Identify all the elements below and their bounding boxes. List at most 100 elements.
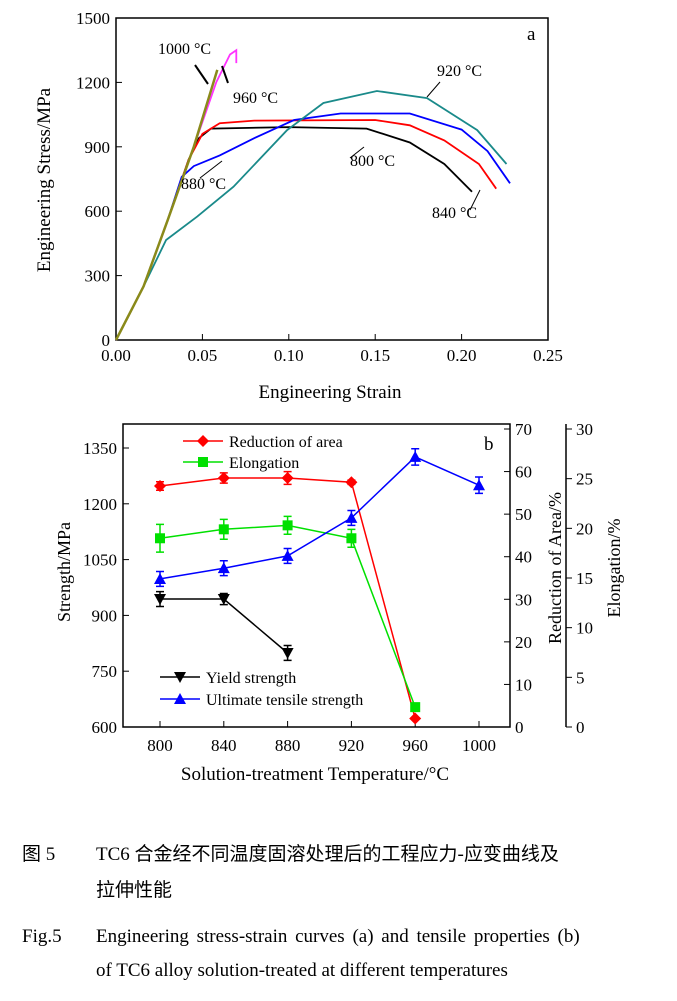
right1-tick-label: 70 xyxy=(515,420,532,439)
x-tick-label: 920 xyxy=(339,736,365,755)
legend-item: Yield strength xyxy=(160,670,296,687)
x-tick-label: 0.00 xyxy=(101,346,131,365)
curve-800c xyxy=(115,126,473,341)
right1-tick-label: 40 xyxy=(515,548,532,567)
marker-diamond xyxy=(345,476,358,489)
right2-tick-label: 25 xyxy=(576,470,593,489)
annotation-arrow xyxy=(349,146,365,159)
marker-triangle-down xyxy=(217,594,230,606)
annotation-arrow xyxy=(426,81,441,98)
marker-diamond xyxy=(197,435,209,447)
legend-label: Reduction of area xyxy=(229,434,343,451)
x-tick-label: 880 xyxy=(275,736,301,755)
panel-b-frame xyxy=(122,423,511,728)
marker-triangle-down xyxy=(174,672,186,683)
caption-cn-line1: TC6 合金经不同温度固溶处理后的工程应力-应变曲线及 xyxy=(96,844,559,865)
marker-square xyxy=(218,524,229,535)
y-tick-label: 750 xyxy=(92,662,118,681)
marker-square xyxy=(198,457,208,467)
annotation-arrow xyxy=(199,160,223,179)
y-axis-title-elongation: Elongation/% xyxy=(604,519,624,618)
marker-triangle-up xyxy=(473,479,485,491)
marker-triangle-up xyxy=(174,693,186,704)
x-tick-label: 0.15 xyxy=(360,346,390,365)
legend-item: Elongation xyxy=(183,455,299,472)
legend-label: Yield strength xyxy=(206,670,296,687)
panel-b: 800 840 880 920 960 1000600750900105012001350… xyxy=(54,420,624,785)
x-tick-label: 1000 xyxy=(462,736,496,755)
curve-920c xyxy=(115,90,508,341)
right2-tick-label: 15 xyxy=(576,569,593,588)
legend-label: Ultimate tensile strength xyxy=(206,692,363,709)
x-tick-label: 0.10 xyxy=(274,346,304,365)
curve-880c xyxy=(115,112,511,341)
marker-triangle-up xyxy=(217,562,230,574)
right1-tick-label: 10 xyxy=(515,675,532,694)
y-tick-label: 1200 xyxy=(76,73,110,92)
panel-a: 0.00 0.05 0.10 0.15 0.20 0.25 0 300 600 900 1200 15… xyxy=(34,9,563,403)
right1-tick-label: 50 xyxy=(515,505,532,524)
marker-square xyxy=(282,520,293,531)
right2-tick-label: 10 xyxy=(576,619,593,638)
y-tick-label: 600 xyxy=(85,202,111,221)
x-tick-label: 840 xyxy=(211,736,237,755)
curve-1000c xyxy=(114,69,219,341)
series-ultimate-tensile-strength xyxy=(154,447,485,588)
marker-square xyxy=(346,533,357,544)
marker-triangle-up xyxy=(345,511,358,523)
y-tick-label: 1050 xyxy=(83,551,117,570)
marker-triangle-down xyxy=(154,594,166,606)
marker-diamond xyxy=(154,480,166,493)
y-tick-label: 1500 xyxy=(76,9,110,28)
y-axis-title-reduction: Reduction of Area/% xyxy=(545,492,565,644)
marker-diamond xyxy=(281,471,294,484)
annotation-label: 1000 °C xyxy=(158,41,211,58)
x-axis-title: Engineering Strain xyxy=(259,382,402,403)
y-tick-label: 900 xyxy=(85,138,111,157)
y-tick-label: 1350 xyxy=(83,439,117,458)
caption-cn-line2: 拉伸性能 xyxy=(96,880,173,901)
series-yield-strength xyxy=(154,590,294,662)
marker-triangle-up xyxy=(409,450,422,462)
caption-en-line2: of TC6 alloy solution-treated at differe… xyxy=(96,960,508,981)
series-reduction-of-area xyxy=(154,470,422,725)
y-tick-label: 600 xyxy=(92,718,118,737)
marker-triangle-up xyxy=(154,572,166,584)
marker-triangle-up xyxy=(281,549,294,561)
x-tick-label: 0.20 xyxy=(447,346,477,365)
right2-tick-label: 20 xyxy=(576,519,593,538)
annotation-arrow xyxy=(194,64,209,85)
legend-item: Ultimate tensile strength xyxy=(160,692,363,709)
annotation-arrow xyxy=(221,65,229,84)
x-axis-title: Solution-treatment Temperature/°C xyxy=(181,764,449,785)
annotation-label: 960 °C xyxy=(233,90,278,107)
panel-label-a: a xyxy=(527,24,536,45)
y-tick-label: 300 xyxy=(85,267,111,286)
right2-tick-label: 30 xyxy=(576,420,593,439)
x-tick-label: 0.05 xyxy=(188,346,218,365)
right1-tick-label: 20 xyxy=(515,633,532,652)
right1-tick-label: 60 xyxy=(515,463,532,482)
series-elongation xyxy=(155,515,421,713)
right2-tick-label: 5 xyxy=(576,668,585,687)
annotation-label: 920 °C xyxy=(437,63,482,80)
caption-en-label: Fig.5 xyxy=(22,926,62,947)
x-tick-label: 0.25 xyxy=(533,346,563,365)
marker-diamond xyxy=(217,471,230,484)
y-tick-label: 0 xyxy=(102,331,111,350)
y-axis-title-left: Strength/MPa xyxy=(54,522,74,622)
series-line xyxy=(160,598,289,654)
panel-label-b: b xyxy=(484,434,494,455)
legend-item: Reduction of area xyxy=(183,434,343,451)
annotation-label: 840 °C xyxy=(432,205,477,222)
marker-square xyxy=(155,533,165,544)
y-tick-label: 1200 xyxy=(83,495,117,514)
curve-840c xyxy=(115,119,497,341)
x-tick-label: 960 xyxy=(402,736,428,755)
caption-en-line1: Engineering stress-strain curves (a) and… xyxy=(96,926,580,947)
annotation-label: 800 °C xyxy=(350,153,395,170)
right2-tick-label: 0 xyxy=(576,718,585,737)
panel-a-frame xyxy=(115,17,549,341)
marker-triangle-down xyxy=(281,647,294,659)
